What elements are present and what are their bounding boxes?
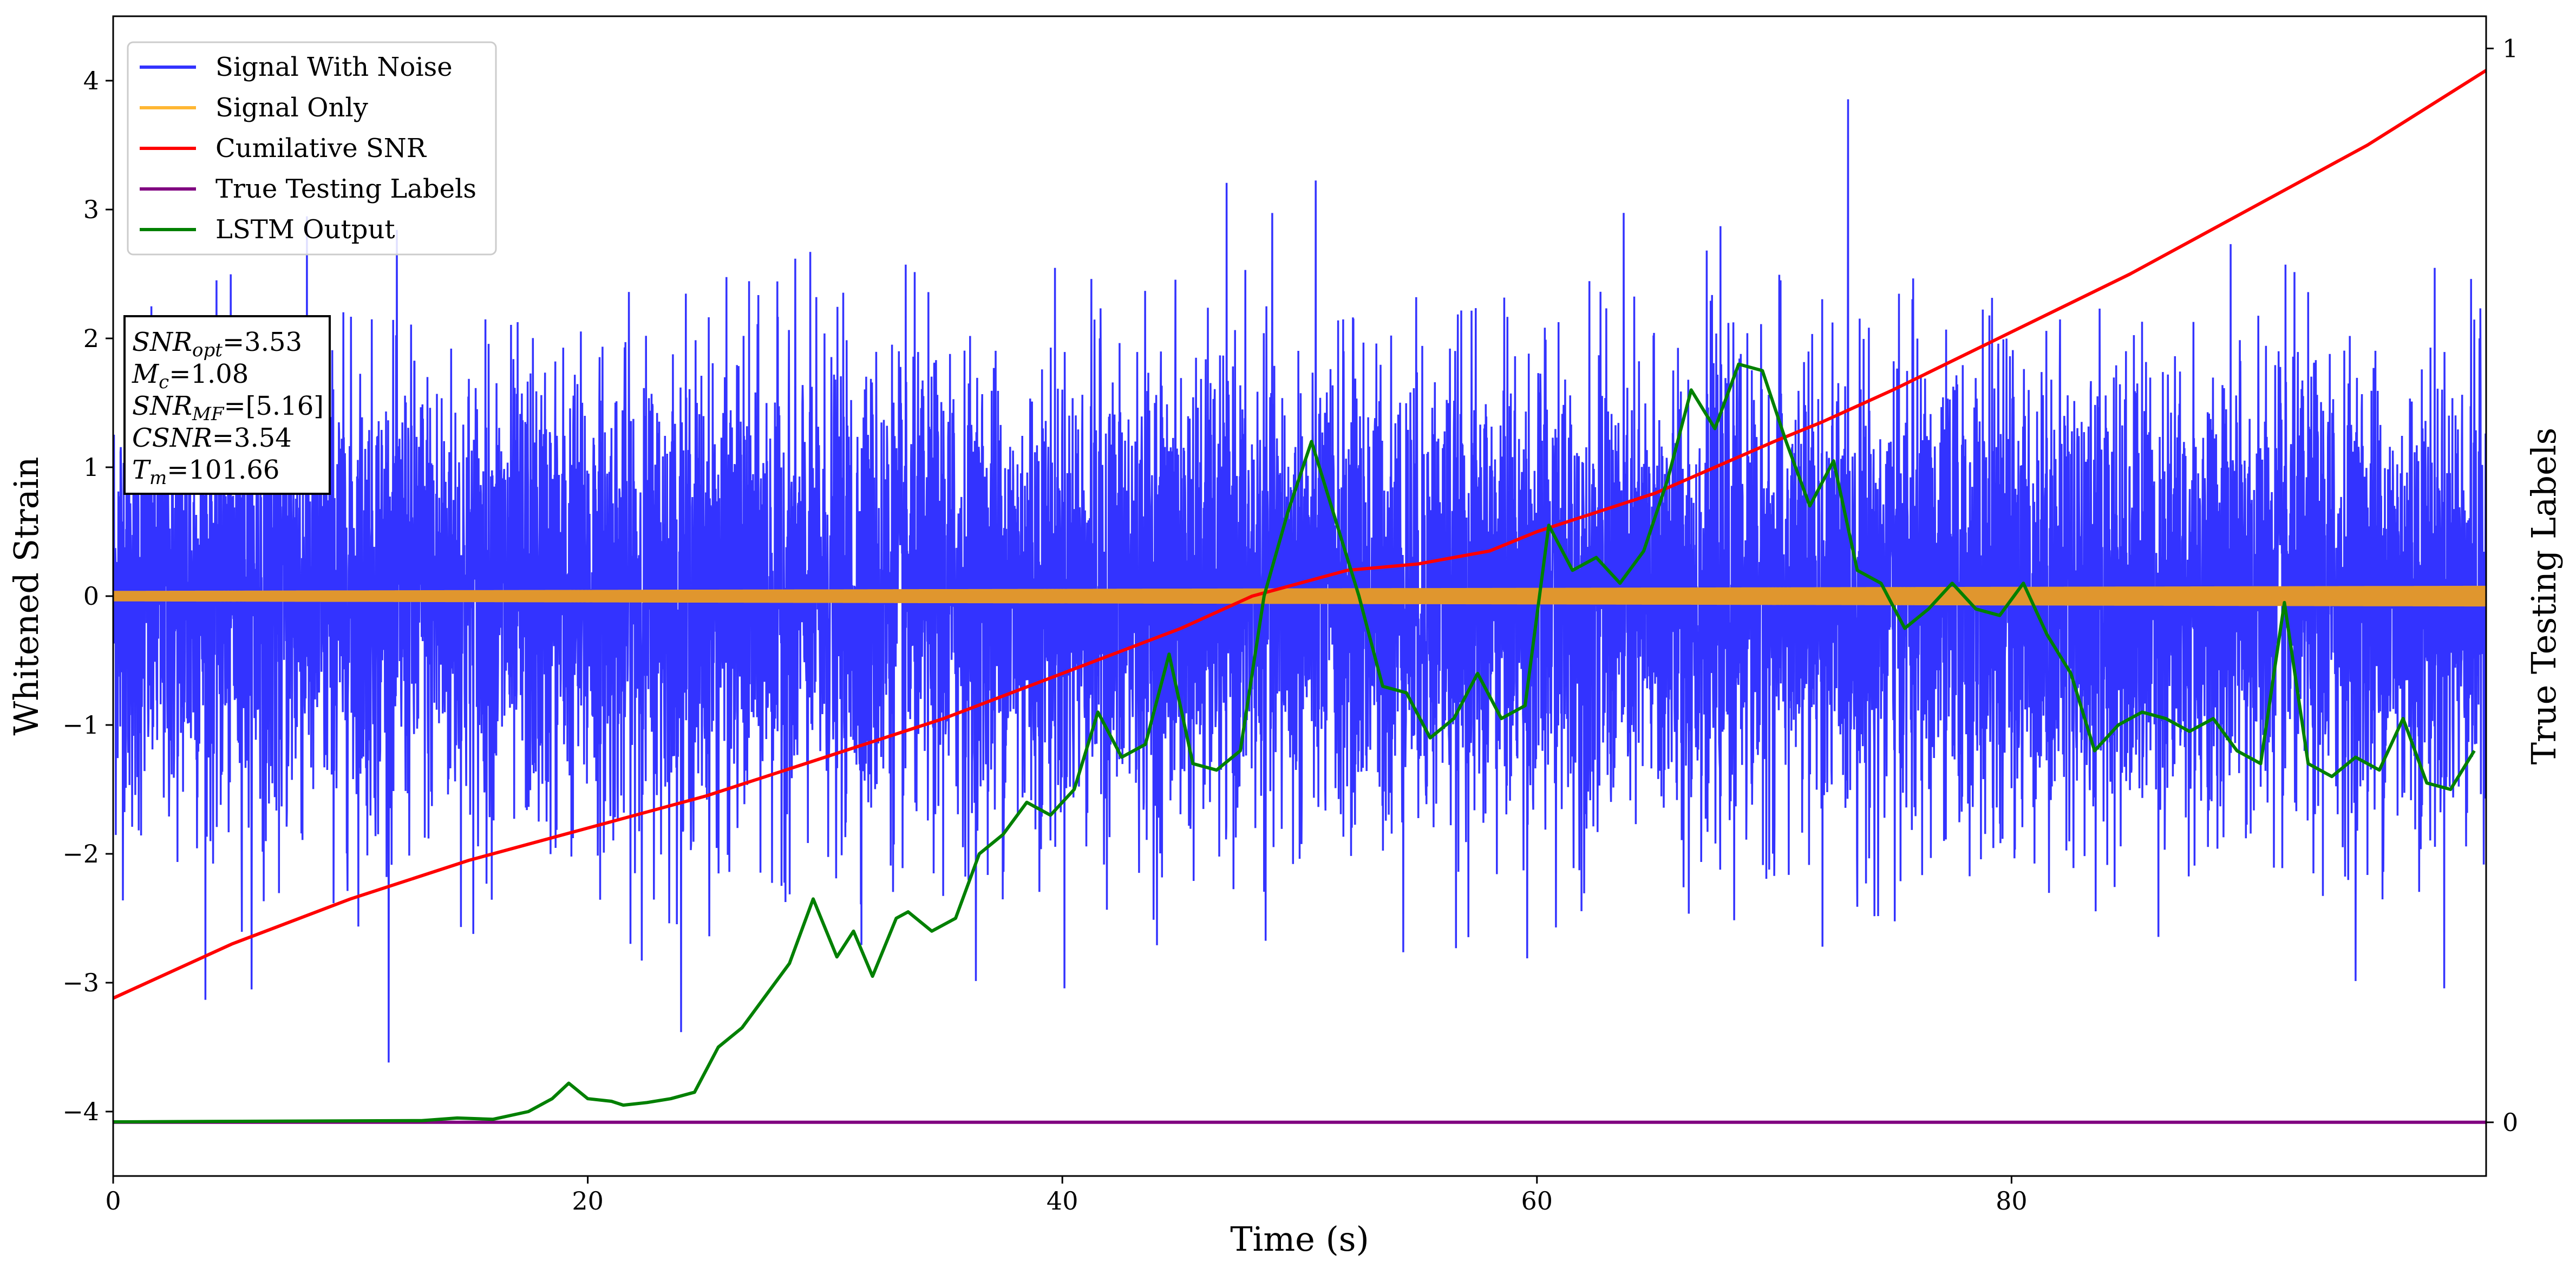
annotation-frame	[123, 315, 331, 495]
y-left-tick-label: 2	[83, 324, 99, 353]
annotation-line: SNRMF=[5.16]	[132, 391, 324, 425]
x-tick-label: 20	[572, 1186, 604, 1216]
y-left-tick-label: 3	[83, 195, 99, 224]
x-tick-label: 0	[105, 1186, 121, 1216]
y-left-tick-label: 1	[83, 453, 99, 482]
legend-label: Cumilative SNR	[215, 133, 427, 164]
legend-label: True Testing Labels	[215, 174, 476, 204]
x-tick-label: 40	[1047, 1186, 1078, 1216]
cumilative-snr-line	[113, 69, 2486, 1000]
x-tick-label: 60	[1521, 1186, 1553, 1216]
legend-frame	[127, 41, 497, 256]
y-left-tick-label: −3	[62, 968, 99, 997]
y-right-tick-label: 1	[2502, 34, 2518, 63]
y-left-tick-label: −4	[62, 1097, 99, 1126]
plot-area	[113, 69, 2486, 1124]
y-right-tick-label: 0	[2502, 1108, 2518, 1137]
annotation-line: CSNR=3.54	[132, 423, 292, 453]
y-left-tick-label: 0	[83, 582, 99, 611]
y-left-tick-label: 4	[83, 66, 99, 95]
y-axis-left-title: Whitened Strain	[6, 457, 46, 736]
y-left-tick-label: −1	[62, 710, 99, 740]
lstm-output-line	[113, 362, 2476, 1123]
x-axis-title: Time (s)	[1230, 1219, 1369, 1259]
legend-label: Signal With Noise	[215, 52, 453, 82]
signal-with-noise-line	[113, 99, 2486, 1063]
legend: Signal With Noise Signal Only Cumilative S…	[127, 41, 497, 256]
annotation-line: SNRopt=3.53	[132, 327, 302, 361]
legend-label: LSTM Output	[215, 214, 395, 245]
y-left-tick-label: −2	[62, 839, 99, 868]
annotation-line: Mc=1.08	[132, 359, 249, 393]
annotation-line: Tm=101.66	[132, 455, 279, 489]
y-axis-right-title: True Testing Labels	[2524, 428, 2564, 765]
signal-only-line	[113, 585, 2486, 607]
parameter-annotation-box: SNRopt=3.53Mc=1.08SNRMF=[5.16]CSNR=3.54T…	[123, 315, 331, 495]
x-tick-label: 80	[1996, 1186, 2028, 1216]
legend-label: Signal Only	[215, 93, 368, 123]
